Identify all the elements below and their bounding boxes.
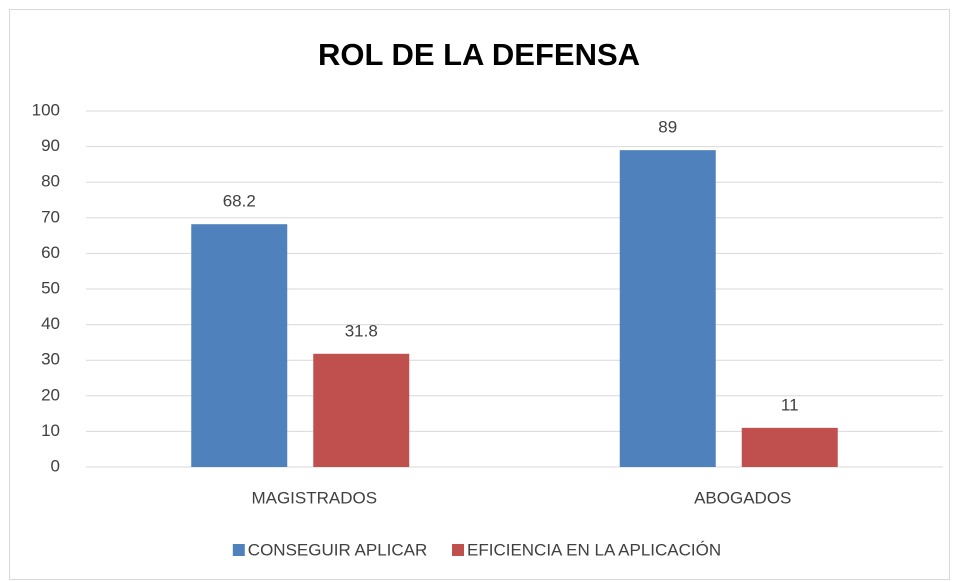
- legend-label: EFICIENCIA EN LA APLICACIÓN: [467, 540, 721, 559]
- data-label: 68.2: [223, 192, 256, 211]
- y-tick-label: 50: [41, 278, 60, 297]
- legend-swatch: [232, 544, 245, 556]
- y-tick-label: 0: [51, 456, 60, 475]
- y-tick-label: 90: [41, 136, 60, 155]
- data-label: 89: [658, 118, 677, 137]
- y-tick-label: 80: [41, 172, 60, 191]
- legend-label: CONSEGUIR APLICAR: [248, 540, 427, 559]
- bar: [619, 150, 716, 467]
- x-tick-label: ABOGADOS: [694, 488, 791, 507]
- data-label: 31.8: [345, 321, 378, 340]
- y-tick-label: 60: [41, 243, 60, 262]
- bar: [741, 427, 838, 467]
- legend-swatch: [452, 544, 464, 556]
- x-tick-label: MAGISTRADOS: [251, 488, 377, 507]
- y-tick-label: 10: [41, 421, 60, 440]
- y-tick-label: 40: [41, 314, 60, 333]
- y-tick-label: 100: [32, 100, 60, 119]
- bar: [191, 224, 288, 467]
- bar: [313, 353, 410, 467]
- y-tick-label: 70: [41, 207, 60, 226]
- chart-border: [9, 9, 950, 580]
- y-tick-label: 30: [41, 350, 60, 369]
- data-label: 11: [781, 395, 799, 414]
- y-tick-label: 20: [41, 385, 60, 404]
- chart-title: ROL DE LA DEFENSA: [318, 37, 640, 72]
